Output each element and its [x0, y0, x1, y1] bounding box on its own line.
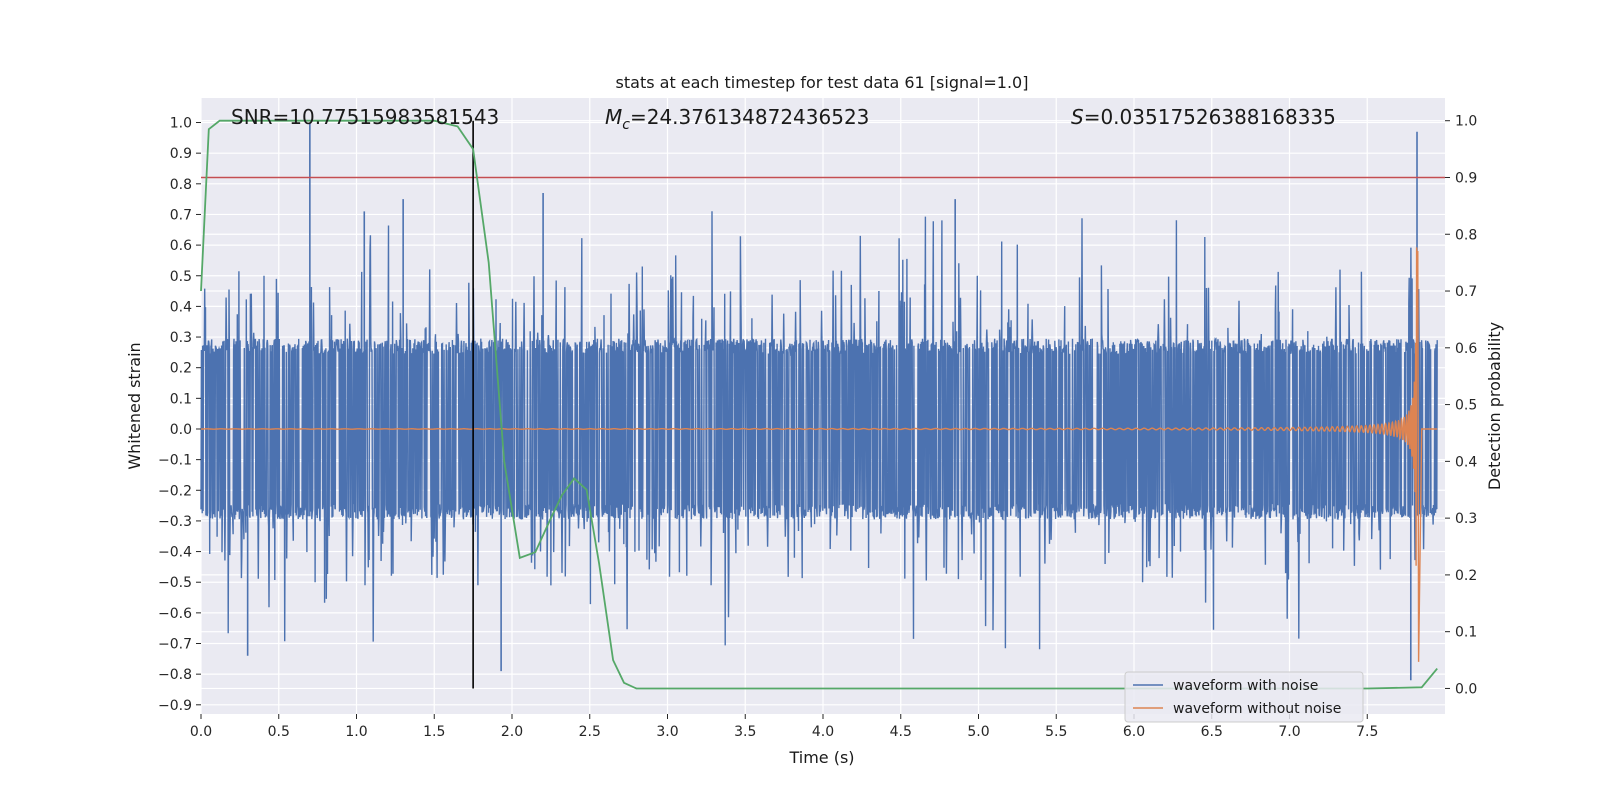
y-tick-label: 0.9 [170, 146, 192, 162]
legend-box [1124, 671, 1364, 723]
y-tick-label: −0.2 [158, 483, 192, 499]
y-tick-label: −0.1 [158, 453, 192, 469]
x-tick-label: 5.0 [967, 724, 989, 740]
y-tick-label: 0.0 [170, 422, 192, 438]
y2-tick-label: 0.3 [1455, 511, 1477, 527]
x-tick-label: 0.5 [268, 724, 290, 740]
noisy-waveform-line [200, 211, 1438, 650]
mc-symbol: M [605, 105, 622, 129]
y2-tick-label: 0.9 [1455, 170, 1477, 186]
legend-label-noisy: waveform with noise [1173, 678, 1318, 694]
y-tick-label: 0.5 [170, 269, 192, 285]
y-tick-label: 0.4 [170, 299, 192, 315]
x-tick-label: 4.5 [890, 724, 912, 740]
y2-tick-label: 0.5 [1455, 398, 1477, 414]
x-tick-label: 3.5 [734, 724, 756, 740]
y2-tick-label: 1.0 [1455, 114, 1477, 130]
s-annotation: S=0.03517526388168335 [1071, 105, 1336, 129]
x-tick-label: 3.0 [656, 724, 678, 740]
y-tick-label: −0.5 [158, 575, 192, 591]
y-tick-label: 0.2 [170, 361, 192, 377]
s-symbol: S [1071, 105, 1084, 129]
overlay-lines [200, 119, 1445, 690]
y2-tick-label: 0.8 [1455, 227, 1477, 243]
x-tick-label: 6.0 [1123, 724, 1145, 740]
x-tick-label: 4.0 [812, 724, 834, 740]
x-tick-label: 2.0 [501, 724, 523, 740]
y-tick-label: −0.3 [158, 514, 192, 530]
y-tick-label: 1.0 [170, 116, 192, 132]
chirp-mass-annotation: Mc=24.376134872436523 [605, 105, 869, 133]
y2-axis-label: Detection probability [1485, 322, 1504, 490]
x-tick-label: 0.0 [190, 724, 212, 740]
x-tick-label: 7.0 [1278, 724, 1300, 740]
x-tick-label: 7.5 [1356, 724, 1378, 740]
x-tick-label: 6.5 [1201, 724, 1223, 740]
y-axis-label: Whitened strain [125, 342, 144, 469]
y2-tick-label: 0.0 [1455, 681, 1477, 697]
y-tick-label: 0.8 [170, 177, 192, 193]
x-tick-label: 1.5 [423, 724, 445, 740]
x-axis-label: Time (s) [788, 748, 854, 767]
chart-title: stats at each timestep for test data 61 … [616, 73, 1029, 92]
y-tick-label: 0.3 [170, 330, 192, 346]
clean-waveform-series [200, 247, 1438, 662]
y2-tick-label: 0.2 [1455, 568, 1477, 584]
legend: waveform with noise waveform without noi… [1124, 671, 1364, 723]
x-tick-label: 2.5 [579, 724, 601, 740]
y2-tick-label: 0.1 [1455, 625, 1477, 641]
clean-waveform-line [200, 247, 1438, 662]
y-tick-label: 0.6 [170, 238, 192, 254]
axes: 0.0 0.5 1.0 1.5 2.0 2.5 3.0 3.5 4.0 4.5 5.0 5.5 6.0 6… [158, 114, 1477, 740]
x-tick-label: 5.5 [1045, 724, 1067, 740]
legend-label-clean: waveform without noise [1173, 701, 1341, 717]
snr-annotation: SNR=10.77515983581543 [231, 105, 499, 129]
x-tick-label: 1.0 [345, 724, 367, 740]
y-tick-label: 0.7 [170, 207, 192, 223]
y2-tick-label: 0.6 [1455, 341, 1477, 357]
mc-value: =24.376134872436523 [630, 105, 869, 129]
y-tick-label: −0.8 [158, 667, 192, 683]
y2-tick-label: 0.7 [1455, 284, 1477, 300]
mc-subscript: c [622, 117, 630, 133]
y-tick-label: 0.1 [170, 391, 192, 407]
y2-tick-label: 0.4 [1455, 454, 1477, 470]
detection-probability-line [200, 119, 1438, 690]
y-tick-label: −0.4 [158, 545, 192, 561]
y-tick-label: −0.6 [158, 606, 192, 622]
y-tick-label: −0.9 [158, 698, 192, 714]
y-tick-label: −0.7 [158, 637, 192, 653]
s-value: =0.03517526388168335 [1084, 105, 1336, 129]
